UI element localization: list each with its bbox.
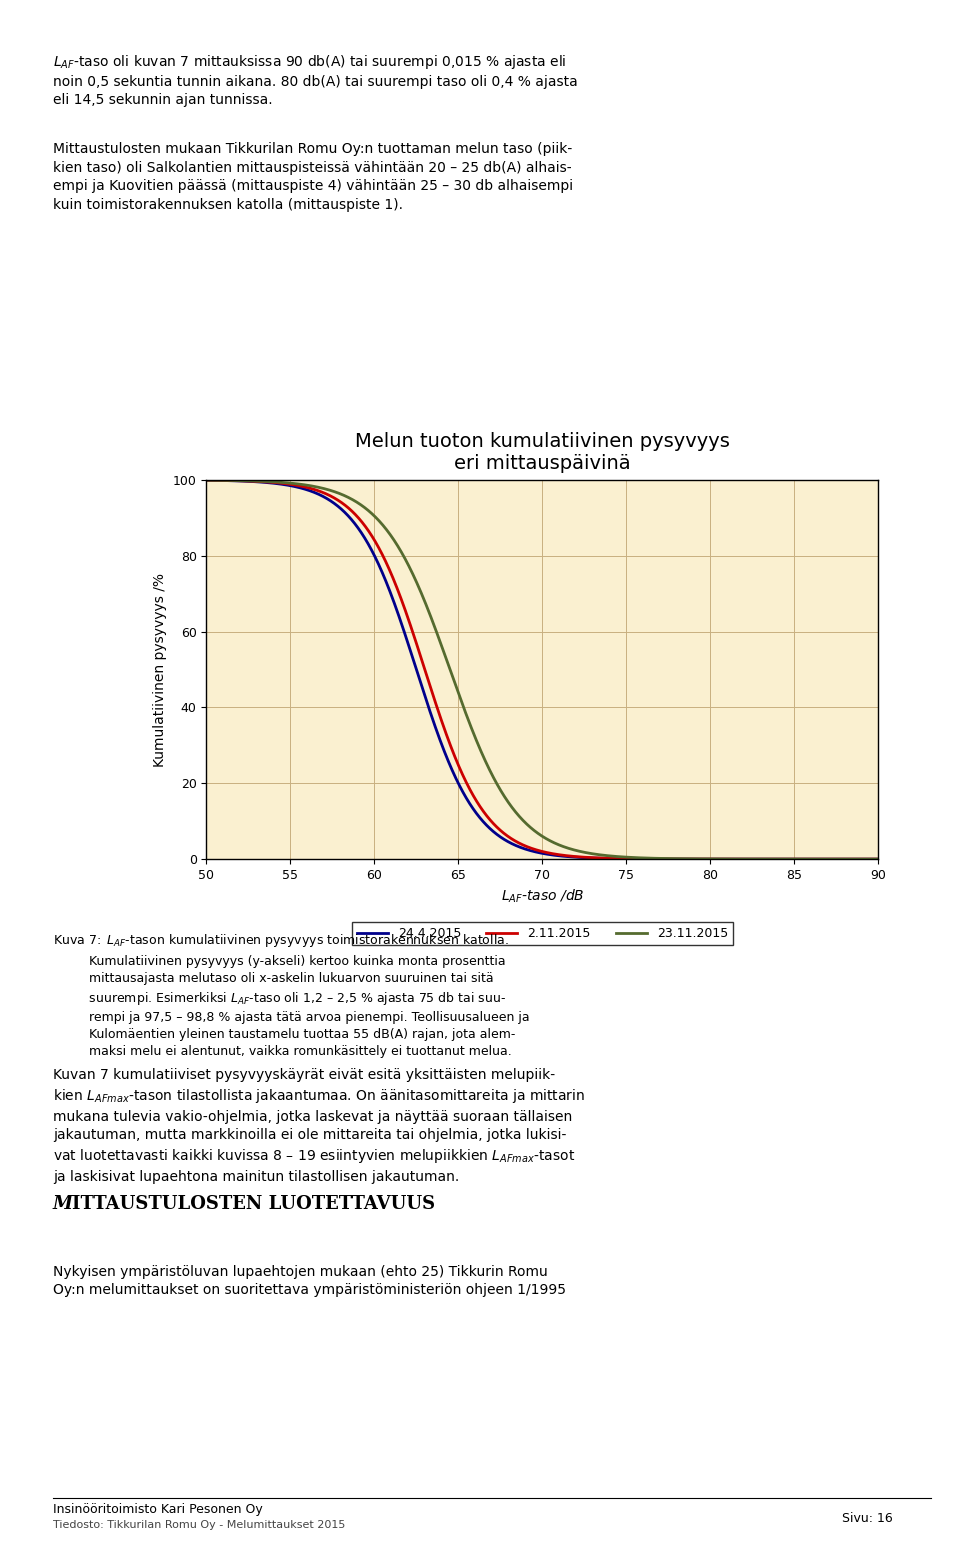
24.4.2015 [730,850,741,868]
Y-axis label: Kumulatiivinen pysyvyys /%: Kumulatiivinen pysyvyys /% [154,573,167,766]
Text: $L_{AF}$-taso oli kuvan 7 mittauksissa 90 db(A) tai suurempi 0,015 % ajasta eli
: $L_{AF}$-taso oli kuvan 7 mittauksissa 9… [53,53,578,107]
X-axis label: $L_{AF}$-taso /dB: $L_{AF}$-taso /dB [500,887,585,906]
Text: Nykyisen ympäristöluvan lupaehtojen mukaan (ehto 25) Tikkurin Romu
Oy:n melumitt: Nykyisen ympäristöluvan lupaehtojen muka… [53,1265,565,1297]
24.4.2015 [853,850,865,868]
Title: Melun tuoton kumulatiivinen pysyvyys
eri mittauspäivinä: Melun tuoton kumulatiivinen pysyvyys eri… [355,432,730,472]
2.11.2015 [201,471,212,489]
Line: 24.4.2015: 24.4.2015 [206,480,878,859]
Text: Kumulatiivinen pysyvyys (y-akseli) kertoo kuinka monta prosenttia
         mitta: Kumulatiivinen pysyvyys (y-akseli) kerto… [53,955,529,1057]
Line: 23.11.2015: 23.11.2015 [206,480,878,859]
Text: Insinööritoimisto Kari Pesonen Oy: Insinööritoimisto Kari Pesonen Oy [53,1503,262,1515]
23.11.2015 [235,471,247,489]
23.11.2015 [853,850,865,868]
Text: Tiedosto: Tikkurilan Romu Oy - Melumittaukset 2015: Tiedosto: Tikkurilan Romu Oy - Melumitta… [53,1520,346,1529]
2.11.2015 [852,850,864,868]
2.11.2015 [527,839,539,858]
Text: Mittaustulosten mukaan Tikkurilan Romu Oy:n tuottaman melun taso (piik-
kien tas: Mittaustulosten mukaan Tikkurilan Romu O… [53,142,573,212]
24.4.2015 [510,836,521,854]
24.4.2015 [527,842,539,861]
23.11.2015 [527,820,539,839]
Text: M: M [53,1195,73,1214]
23.11.2015 [873,850,884,868]
Line: 2.11.2015: 2.11.2015 [206,480,878,859]
2.11.2015 [235,472,247,491]
2.11.2015 [510,831,521,850]
Text: Kuva 7: $L_{AF}$-tason kumulatiivinen pysyvyys toimistorakennuksen katolla.: Kuva 7: $L_{AF}$-tason kumulatiivinen py… [53,932,509,949]
23.11.2015 [510,802,521,820]
2.11.2015 [853,850,865,868]
2.11.2015 [873,850,884,868]
2.11.2015 [730,850,741,868]
23.11.2015 [730,850,741,868]
Text: Sivu: 16: Sivu: 16 [842,1512,893,1525]
24.4.2015 [235,472,247,491]
24.4.2015 [873,850,884,868]
Text: ITTAUSTULOSTEN LUOTETTAVUUS: ITTAUSTULOSTEN LUOTETTAVUUS [72,1195,435,1214]
24.4.2015 [852,850,864,868]
23.11.2015 [852,850,864,868]
23.11.2015 [201,471,212,489]
Text: Kuvan 7 kumulatiiviset pysyvyyskäyrät eivät esitä yksittäisten melupiik-
kien $L: Kuvan 7 kumulatiiviset pysyvyyskäyrät ei… [53,1068,585,1184]
Legend: 24.4.2015, 2.11.2015, 23.11.2015: 24.4.2015, 2.11.2015, 23.11.2015 [351,923,733,946]
24.4.2015 [201,471,212,489]
